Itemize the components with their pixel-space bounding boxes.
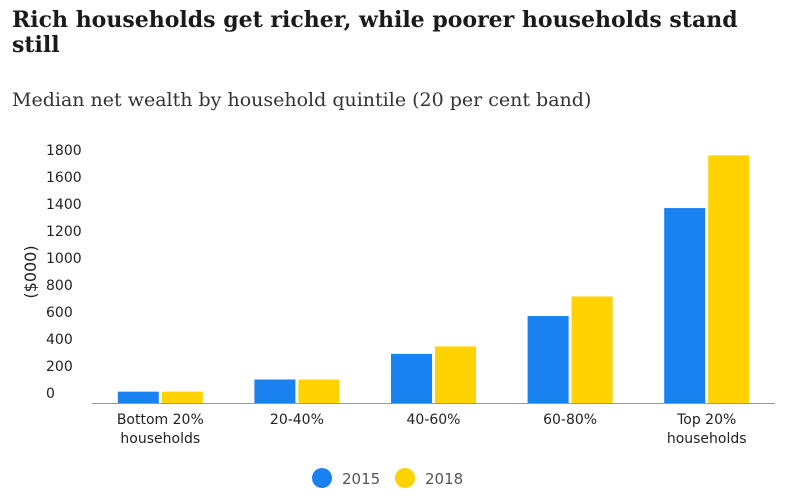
y-tick-label: 1600 bbox=[46, 170, 82, 186]
y-tick-label: 1000 bbox=[46, 251, 82, 267]
bar-2015-0 bbox=[117, 391, 159, 403]
bar-2018-1 bbox=[298, 379, 340, 403]
legend-label-2018: 2018 bbox=[425, 470, 463, 488]
y-tick-label: 1800 bbox=[46, 143, 82, 159]
y-tick-label: 1400 bbox=[46, 197, 82, 213]
x-tick-label: 40-60% bbox=[407, 412, 461, 428]
x-tick-label: 60-80% bbox=[543, 412, 597, 428]
x-axis-labels: Bottom 20% households 20-40% 40-60% 60-80% To… bbox=[117, 412, 747, 447]
y-tick-label: 0 bbox=[46, 386, 55, 402]
bar-2015-2 bbox=[391, 353, 432, 403]
y-tick-label: 400 bbox=[46, 332, 73, 348]
y-axis-title: ($000) bbox=[21, 245, 40, 298]
bar-2015-3 bbox=[527, 316, 569, 403]
y-tick-label: 1200 bbox=[46, 224, 82, 240]
y-tick-label: 200 bbox=[46, 359, 73, 375]
x-tick-label: Bottom 20% households bbox=[117, 412, 204, 447]
bar-2018-0 bbox=[161, 391, 203, 403]
x-tick-label: 20-40% bbox=[270, 412, 324, 428]
bar-2018-3 bbox=[571, 296, 613, 403]
legend: 2015 2018 bbox=[312, 468, 463, 488]
bar-2018-4 bbox=[708, 155, 750, 403]
y-axis-ticks: 0 200 400 600 800 1000 1200 1400 1600 1800 bbox=[46, 143, 82, 402]
x-tick-label: Top 20% households bbox=[667, 412, 747, 447]
chart-title: Rich households get richer, while poorer… bbox=[12, 7, 738, 58]
y-tick-label: 600 bbox=[46, 305, 73, 321]
bar-2015-1 bbox=[254, 379, 296, 403]
bar-2015-4 bbox=[664, 208, 706, 403]
bar-2018-2 bbox=[435, 346, 476, 403]
bars bbox=[117, 155, 750, 403]
y-tick-label: 800 bbox=[46, 278, 73, 294]
chart-subtitle: Median net wealth by household quintile … bbox=[12, 89, 592, 111]
legend-swatch-2018 bbox=[395, 468, 415, 488]
legend-swatch-2015 bbox=[312, 468, 332, 488]
legend-label-2015: 2015 bbox=[342, 470, 380, 488]
